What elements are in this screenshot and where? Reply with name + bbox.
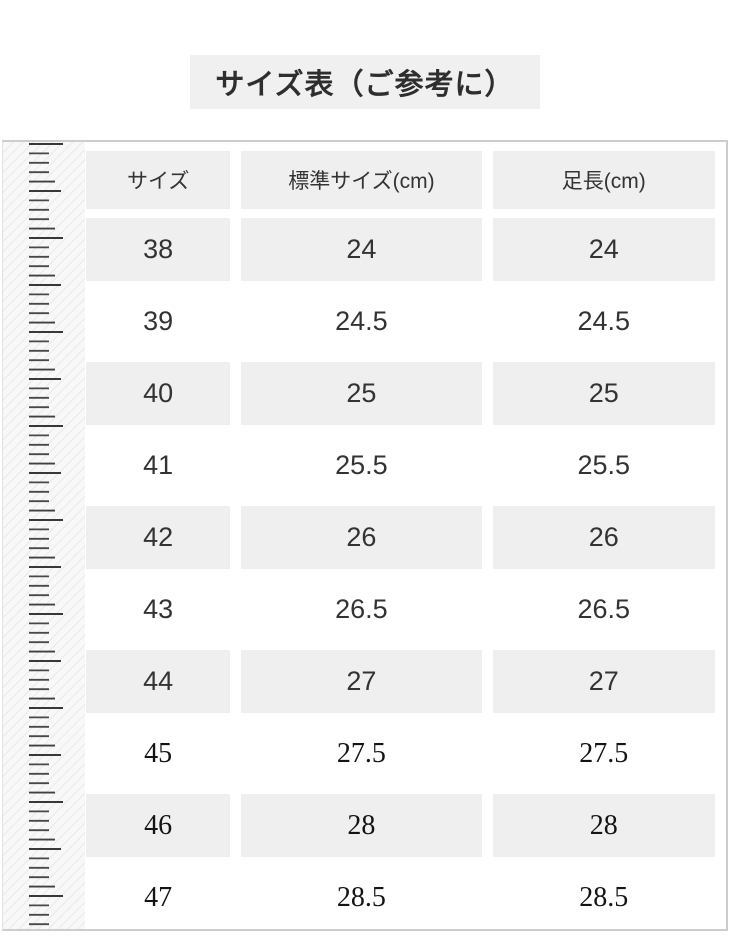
cell-foot-length: 27.5	[492, 722, 715, 785]
cell-foot-length: 28	[492, 794, 715, 857]
cell-foot-length: 24	[492, 218, 715, 281]
table-row: 45 27.5 27.5	[86, 722, 715, 785]
cell-size: 47	[86, 866, 231, 929]
cell-size: 46	[86, 794, 231, 857]
table-row: 47 28.5 28.5	[86, 866, 715, 929]
cell-standard: 27.5	[241, 722, 482, 785]
cell-standard: 28.5	[241, 866, 482, 929]
cell-size: 41	[86, 434, 231, 497]
table-row: 40 25 25	[86, 362, 715, 425]
cell-standard: 27	[241, 650, 482, 713]
cell-standard: 26	[241, 506, 482, 569]
cell-size: 40	[86, 362, 231, 425]
header-standard-size-cm: 標準サイズ(cm)	[241, 151, 482, 209]
cell-foot-length: 25.5	[492, 434, 715, 497]
table-row: 39 24.5 24.5	[86, 290, 715, 353]
header-foot-length-cm: 足長(cm)	[492, 151, 715, 209]
cell-standard: 24.5	[241, 290, 482, 353]
cell-foot-length: 27	[492, 650, 715, 713]
size-table: サイズ 標準サイズ(cm) 足長(cm) 38 24 24 39 24.5 24…	[75, 142, 726, 938]
cell-foot-length: 28.5	[492, 866, 715, 929]
cell-standard: 25.5	[241, 434, 482, 497]
header-size: サイズ	[86, 151, 231, 209]
cell-foot-length: 25	[492, 362, 715, 425]
cell-foot-length: 26	[492, 506, 715, 569]
cell-size: 39	[86, 290, 231, 353]
cell-standard: 24	[241, 218, 482, 281]
ruler-icon	[3, 142, 85, 929]
table-row: 44 27 27	[86, 650, 715, 713]
table-row: 43 26.5 26.5	[86, 578, 715, 641]
cell-size: 38	[86, 218, 231, 281]
table-row: 42 26 26	[86, 506, 715, 569]
table-row: 41 25.5 25.5	[86, 434, 715, 497]
cell-foot-length: 24.5	[492, 290, 715, 353]
table-row: 46 28 28	[86, 794, 715, 857]
cell-size: 42	[86, 506, 231, 569]
table-row: 38 24 24	[86, 218, 715, 281]
size-chart-panel: サイズ 標準サイズ(cm) 足長(cm) 38 24 24 39 24.5 24…	[2, 140, 728, 931]
page-title-text: サイズ表（ご参考に）	[215, 69, 515, 101]
cell-size: 43	[86, 578, 231, 641]
page-title: サイズ表（ご参考に）	[190, 55, 540, 109]
header-row: サイズ 標準サイズ(cm) 足長(cm)	[86, 151, 715, 209]
size-table-header: サイズ 標準サイズ(cm) 足長(cm)	[86, 151, 715, 209]
cell-standard: 28	[241, 794, 482, 857]
cell-size: 45	[86, 722, 231, 785]
cell-foot-length: 26.5	[492, 578, 715, 641]
size-table-body: 38 24 24 39 24.5 24.5 40 25 25 41 25.5	[86, 218, 715, 929]
cell-standard: 25	[241, 362, 482, 425]
cell-standard: 26.5	[241, 578, 482, 641]
cell-size: 44	[86, 650, 231, 713]
